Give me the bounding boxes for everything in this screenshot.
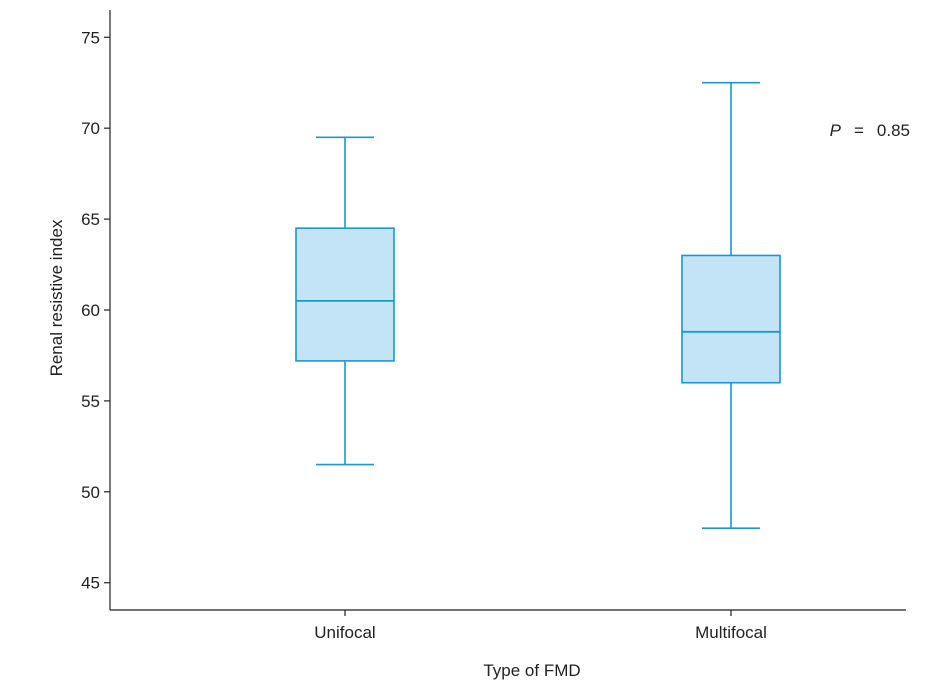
y-tick-label: 50 — [81, 483, 100, 502]
interquartile-box — [295, 227, 395, 362]
y-tick-label: 45 — [81, 574, 100, 593]
p-value-symbol: P — [830, 121, 842, 140]
interquartile-box — [681, 254, 781, 384]
y-tick-label: 75 — [81, 28, 100, 47]
y-tick-label: 65 — [81, 210, 100, 229]
boxes-group — [295, 81, 781, 529]
y-tick-label: 55 — [81, 392, 100, 411]
box-unifocal — [295, 136, 395, 466]
y-tick-label: 70 — [81, 119, 100, 138]
x-tick-label: Multifocal — [695, 623, 767, 642]
x-axis-title: Type of FMD — [483, 661, 580, 680]
x-tick-group: Unifocal Multifocal — [314, 610, 767, 642]
y-axis-title: Renal resistive index — [47, 219, 66, 376]
y-tick-label: 60 — [81, 301, 100, 320]
p-value-number: 0.85 — [877, 121, 910, 140]
y-tick-group: 45 50 55 60 65 70 75 — [81, 28, 110, 593]
p-value-equals: = — [854, 121, 864, 140]
p-value-annotation: P = 0.85 — [830, 121, 910, 140]
x-tick-label: Unifocal — [314, 623, 375, 642]
box-multifocal — [681, 81, 781, 529]
